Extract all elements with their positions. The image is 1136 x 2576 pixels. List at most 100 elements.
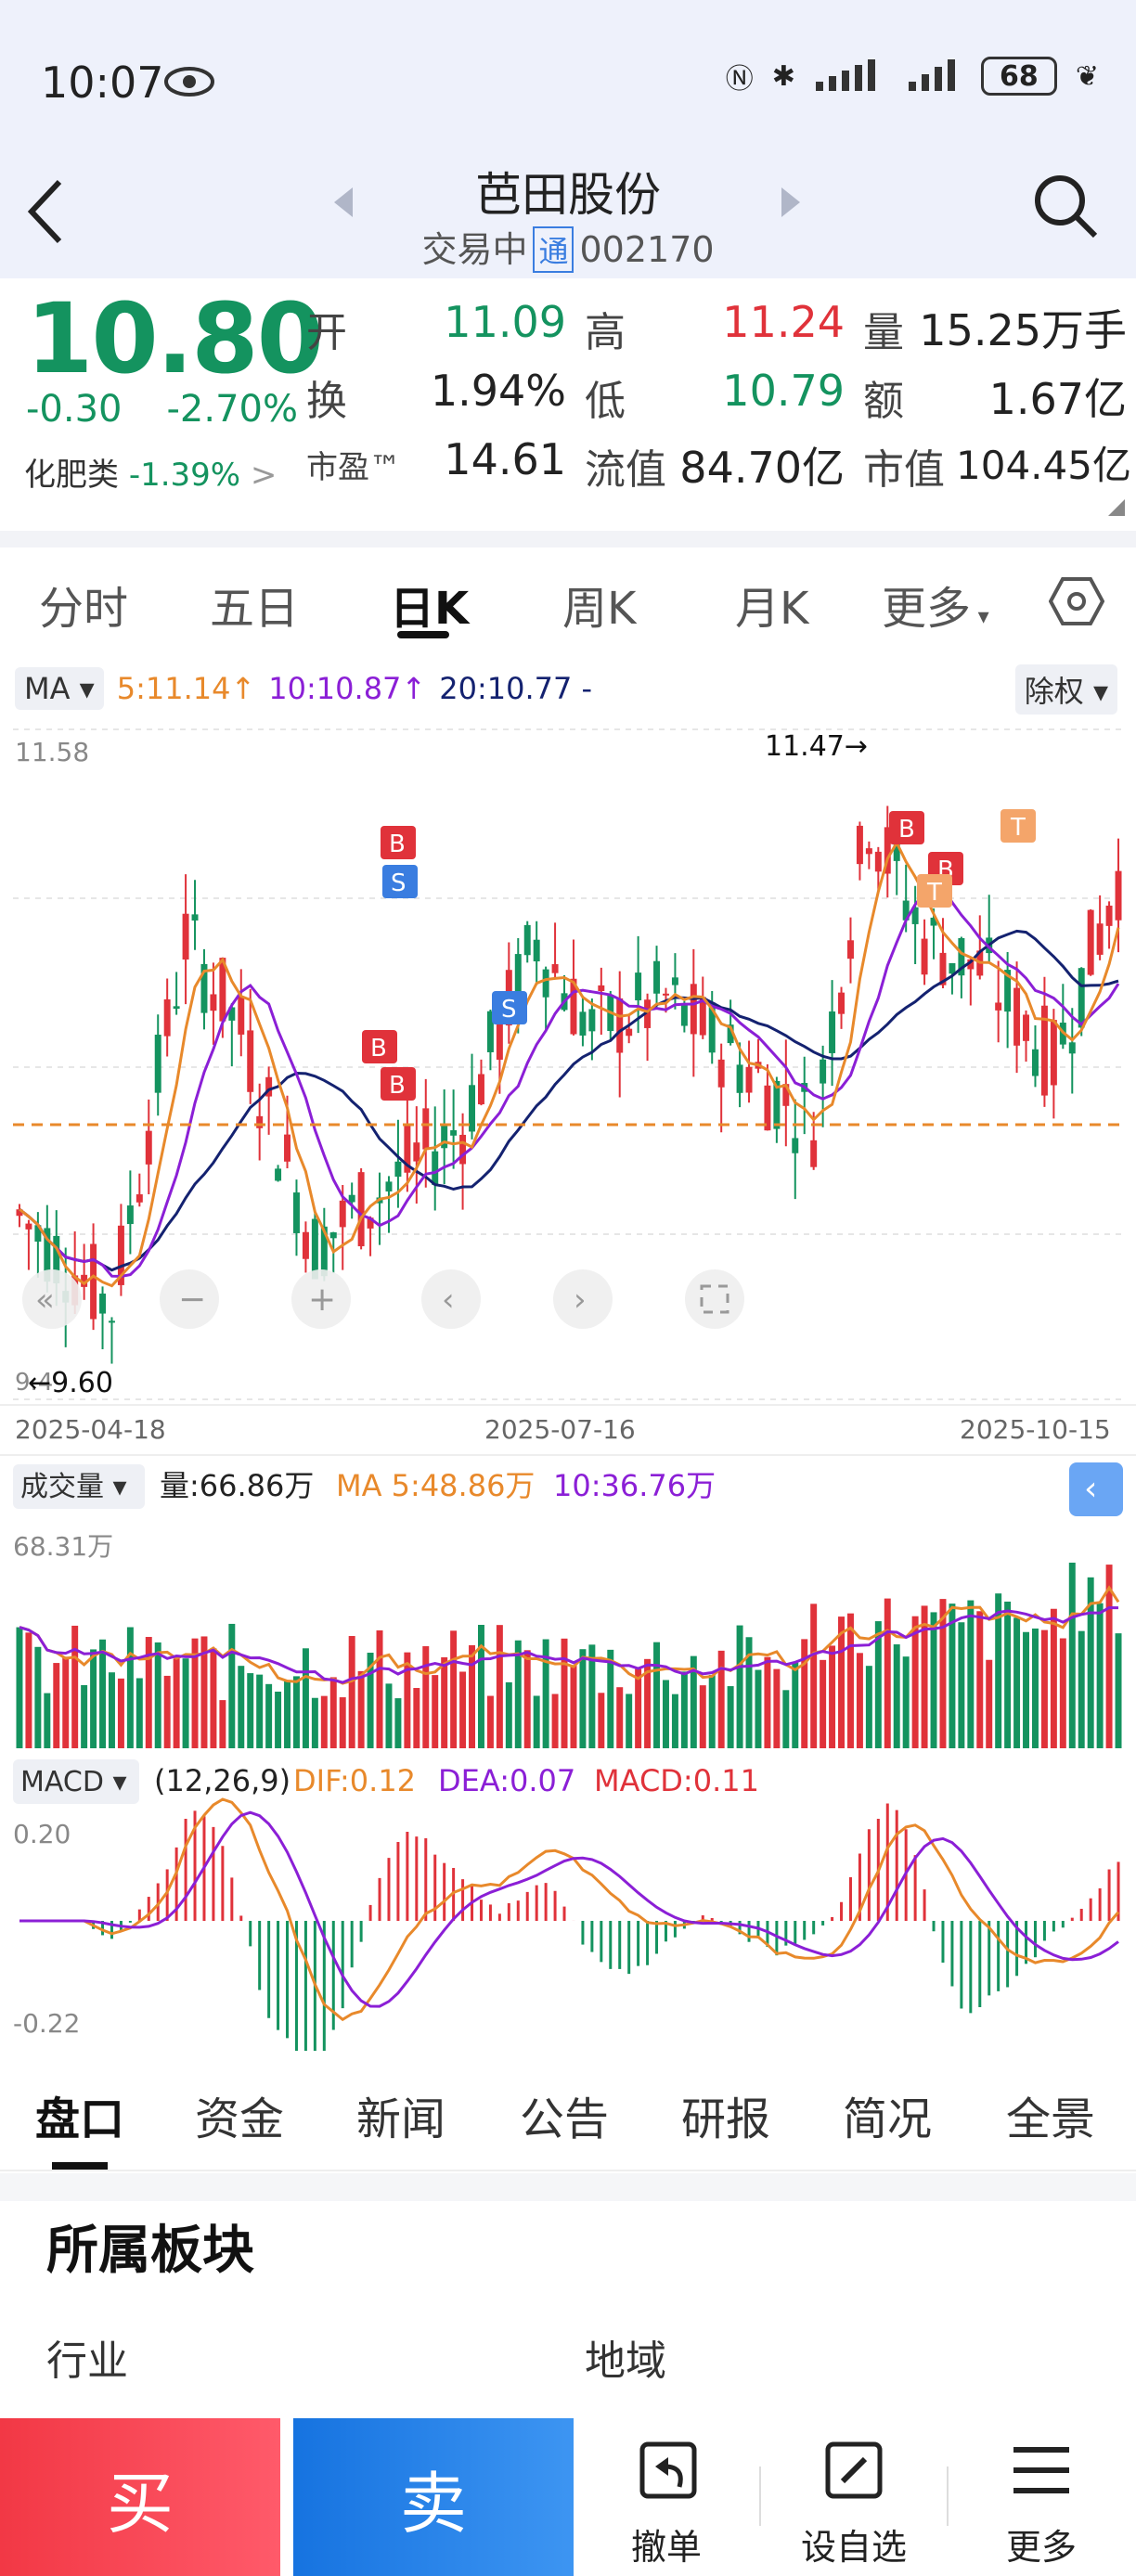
volume-bar [200,1636,208,1748]
volume-bar [136,1678,143,1748]
svg-text:S: S [501,996,517,1024]
tab-yanbao[interactable]: 研报 [681,2093,771,2145]
volume-bar [99,1639,107,1748]
cancel-order-button[interactable]: 撤单 [574,2418,759,2576]
pe-label: 市盈™ [306,449,401,486]
volume-bar [432,1675,439,1748]
candle [570,978,577,1035]
volume-bar [385,1683,393,1748]
candle [126,1205,134,1225]
collapse-icon[interactable]: ‹ [1084,1470,1097,1508]
tab-xinwen[interactable]: 新闻 [356,2093,446,2145]
candle [311,1218,318,1280]
volume-bar [1068,1562,1076,1748]
date-start: 2025-04-18 [15,1414,166,1445]
candle [432,1151,439,1185]
volume-bar [25,1632,32,1748]
sector-name: 化肥类 [24,457,119,494]
volume-top-label: 68.31万 [13,1531,113,1562]
volume-bar [921,1605,928,1748]
more-button[interactable]: 更多 [949,2418,1134,2576]
volume-bar [441,1656,448,1748]
sector-link[interactable]: 化肥类 -1.39% > [24,449,277,495]
candle [1078,968,1085,1028]
volume-bar [626,1694,633,1748]
tab-pankou[interactable]: 盘口 [35,2093,125,2145]
adjust-selector[interactable]: 除权 ▾ [1014,664,1117,715]
volume-bar [1031,1628,1039,1748]
edit-icon [825,2441,883,2499]
volume-bar [792,1662,799,1748]
tab-more[interactable]: 更多 ▾ [882,572,989,637]
volume-bar [542,1639,549,1748]
volume-bar [644,1658,652,1748]
caret-down-icon: ▾ [971,603,989,629]
tab-quanjing[interactable]: 全景 [1006,2093,1096,2145]
tab-zijin[interactable]: 资金 [195,2093,285,2145]
add-watchlist-button[interactable]: 设自选 [761,2418,947,2576]
kline-chart[interactable]: 11.58 9.4 11.47→ ←9.60 B B B S S B B T T… [0,715,1136,2051]
candle [736,1064,743,1093]
search-icon[interactable] [1030,171,1101,241]
volume-bar [616,1687,624,1748]
volume-bar [348,1636,355,1748]
settings-hex-icon[interactable] [1049,575,1104,627]
chart-controls[interactable]: « − + ‹ › [22,1269,744,1329]
volume-bar [699,1685,706,1748]
tab-wuri[interactable]: 五日 [210,583,300,635]
region-label[interactable]: 地域 [585,2338,666,2385]
candle [210,994,217,1011]
candle [1050,1020,1057,1086]
ma-selector[interactable]: MA ▾ [15,667,104,710]
tab-fenshi[interactable]: 分时 [39,583,129,635]
volume-bar [902,1656,910,1748]
macd-dea: DEA:0.07 [438,1763,575,1798]
tab-yuek[interactable]: 月K [735,583,809,635]
candle [1096,923,1104,955]
candle [357,1172,365,1247]
svg-text:B: B [389,1072,406,1100]
tab-jiankuang[interactable]: 简况 [843,2093,933,2145]
ma10-value: 10:10.87↑ [268,671,427,706]
candle [44,1228,51,1282]
candle [163,998,171,1037]
eye-icon [164,67,214,97]
volume-selector[interactable]: 成交量 ▾ [20,1471,127,1503]
buy-button[interactable]: 买 [0,2418,280,2576]
next-stock-icon[interactable] [778,184,804,221]
volume-value: 量:66.86万 [160,1468,314,1503]
volume-bar [413,1688,420,1748]
volume-bar [228,1623,236,1748]
candle [339,1200,346,1228]
candle [911,907,919,924]
sell-button[interactable]: 卖 [293,2418,574,2576]
macd-dif: DIF:0.12 [293,1763,416,1798]
expand-corner-icon[interactable] [1106,497,1127,518]
candle [1087,909,1094,975]
tab-zhouk[interactable]: 周K [562,583,637,635]
volume-bar [884,1598,891,1748]
industry-label[interactable]: 行业 [46,2338,128,2385]
candle [1115,870,1122,921]
right-icon: › [574,1282,587,1319]
volume-bar [394,1698,402,1748]
macd-params: (12,26,9) [154,1763,290,1798]
volume-bar [71,1625,79,1748]
macd-value: MACD:0.11 [594,1763,759,1798]
prev-stock-icon[interactable] [330,184,356,221]
tab-rik[interactable]: 日K [390,583,470,635]
volume-bar [893,1644,900,1748]
volume-bar [284,1681,291,1748]
volume-bar [292,1676,300,1748]
macd-selector[interactable]: MACD ▾ [20,1766,127,1798]
chevron-right-icon: > [250,457,278,494]
candle [1068,1042,1076,1054]
rewind-icon: « [35,1282,55,1319]
candle [348,1194,355,1203]
candle [469,1085,476,1132]
candle [820,1059,827,1084]
candle [551,964,559,973]
volume-bar [967,1600,975,1748]
back-icon[interactable] [22,176,69,247]
tab-gonggao[interactable]: 公告 [520,2093,610,2145]
